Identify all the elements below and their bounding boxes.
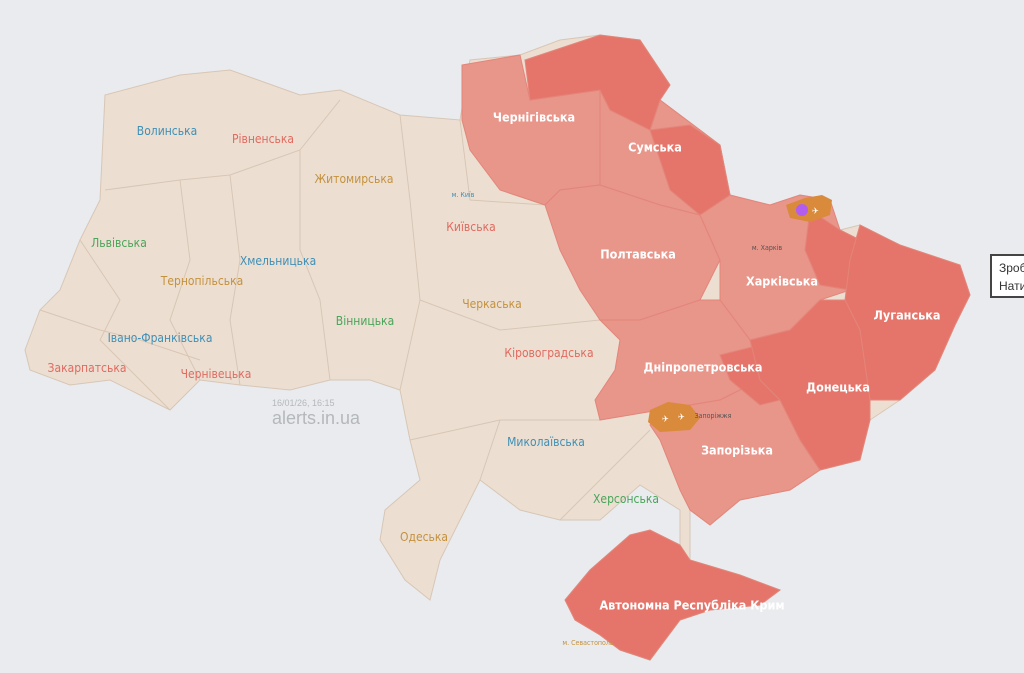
- label-zakarpattia: Закарпатська: [47, 361, 127, 375]
- label-chernivtsi: Чернівецька: [180, 367, 252, 381]
- label-odesa: Одеська: [399, 530, 449, 544]
- watermark: 16/01/26, 16:15 alerts.in.ua: [272, 398, 360, 429]
- label-city-kyiv: м. Київ: [451, 191, 475, 199]
- region-poltava[interactable]: [544, 184, 721, 321]
- tooltip-line-2: Нати: [999, 279, 1024, 293]
- label-ternopil: Тернопільська: [160, 274, 244, 288]
- label-luhansk: Луганська: [873, 307, 941, 323]
- label-vinnytsia: Вінницька: [335, 314, 395, 328]
- label-ivano-frankivsk: Івано-Франківська: [107, 331, 213, 345]
- region-north-strong: [524, 34, 671, 131]
- label-kharkiv: Харківська: [746, 273, 818, 289]
- label-mykolaiv: Миколаївська: [507, 435, 585, 449]
- label-zhytomyr: Житомирська: [314, 172, 394, 186]
- label-donetsk: Донецька: [806, 379, 870, 395]
- region-donetsk[interactable]: [749, 299, 871, 471]
- threat-zone-zaporizhzhia: [648, 402, 700, 432]
- label-poltava: Полтавська: [600, 246, 676, 262]
- threat-zone-kharkiv: [786, 195, 832, 222]
- label-chernihiv: Чернігівська: [492, 109, 576, 125]
- label-cherkasy: Черкаська: [462, 297, 522, 311]
- label-khmelnytskyi: Хмельницька: [239, 254, 317, 268]
- oblast-borders: [39, 99, 651, 521]
- label-kirovohrad: Кіровоградська: [504, 346, 594, 360]
- label-kherson: Херсонська: [593, 492, 659, 506]
- label-rivne: Рівненська: [231, 132, 295, 146]
- label-kyiv-oblast: Київська: [446, 220, 496, 234]
- label-city-zaporizhzhia: Запоріжжя: [694, 412, 732, 420]
- missile-icon: ✈: [678, 413, 685, 423]
- label-dnipro: Дніпропетровська: [643, 359, 763, 375]
- label-lviv: Львівська: [91, 236, 147, 250]
- threat-icons: ✈ ✈ ✈: [662, 207, 819, 425]
- label-volyn: Волинська: [136, 124, 198, 138]
- tooltip-line-1: Зроб: [999, 261, 1024, 275]
- region-crimea[interactable]: [564, 529, 782, 661]
- label-city-kharkiv: м. Харків: [751, 244, 783, 252]
- drone-icon: [796, 204, 808, 216]
- label-zaporizhzhia: Запорізька: [701, 442, 773, 458]
- missile-icon: ✈: [662, 415, 669, 425]
- label-city-sevastopol: м. Севастополь: [562, 639, 614, 647]
- site-name: alerts.in.ua: [272, 408, 361, 428]
- label-sumy: Сумська: [628, 139, 682, 155]
- tooltip: Зроб Нати: [990, 254, 1024, 298]
- timestamp: 16/01/26, 16:15: [272, 398, 335, 408]
- missile-icon: ✈: [812, 207, 819, 217]
- label-crimea: Автономна Республіка Крим: [599, 597, 785, 613]
- region-luhansk[interactable]: [844, 224, 971, 401]
